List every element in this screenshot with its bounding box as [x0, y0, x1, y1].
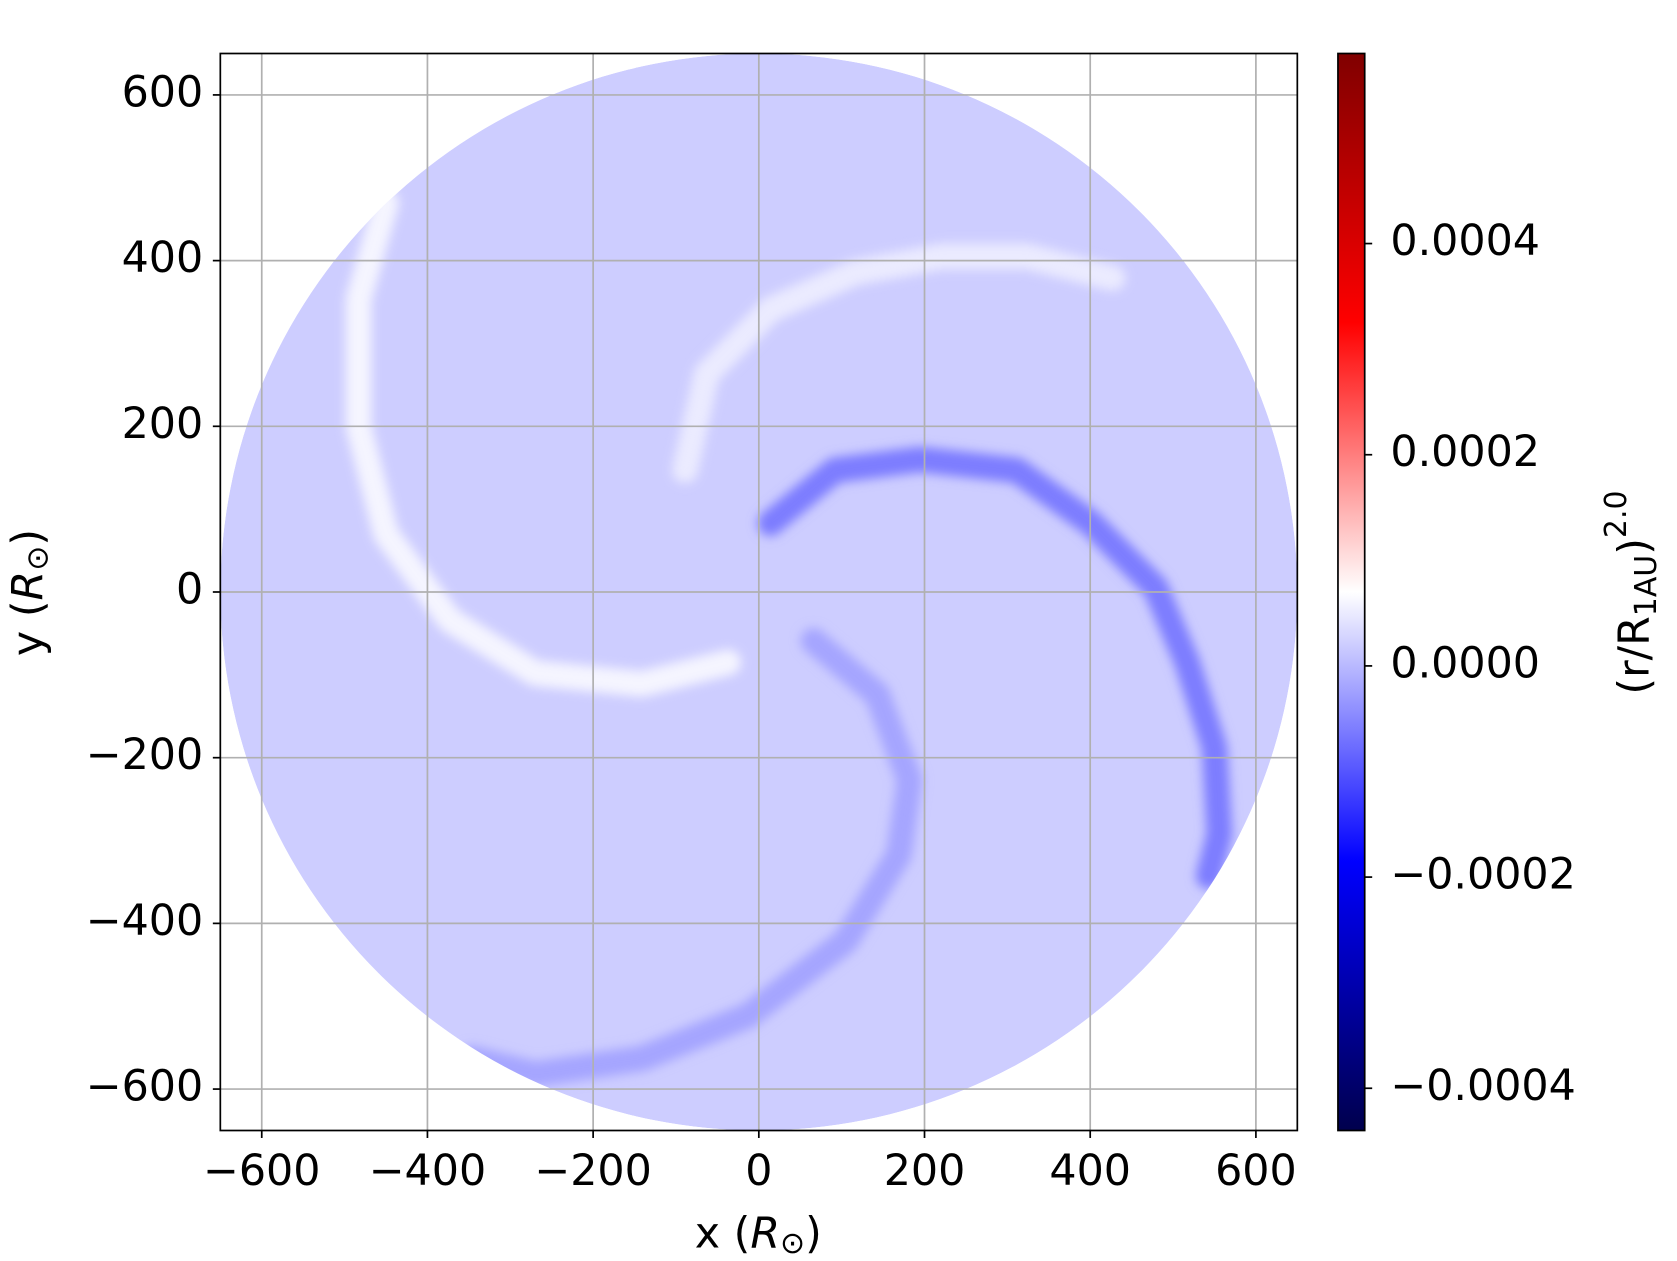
- spiral-arm: [345, 189, 742, 697]
- colorbar-label: (r/R1AU)2.0: [1599, 490, 1664, 694]
- y-tick-label: −200: [86, 730, 203, 780]
- x-tick-label: 600: [1215, 1146, 1297, 1196]
- y-tick-label: 200: [122, 399, 204, 449]
- spiral-arm: [458, 628, 923, 1088]
- y-tick-label: 400: [122, 233, 204, 283]
- y-axis-label: y (R⊙): [2, 529, 55, 656]
- y-tick-label: −400: [86, 896, 203, 946]
- y-tick-label: 600: [122, 67, 204, 117]
- colorbar-tick-label: 0.0002: [1390, 427, 1540, 477]
- x-axis-label: x (R⊙): [695, 1208, 822, 1261]
- x-tick-label: 200: [884, 1146, 966, 1196]
- x-tick-label: −600: [203, 1146, 320, 1196]
- colorbar-tick-label: 0.0000: [1390, 638, 1540, 688]
- x-tick-label: 400: [1049, 1146, 1131, 1196]
- colorbar: [1337, 52, 1366, 1132]
- colorbar-tick-label: −0.0004: [1390, 1061, 1575, 1111]
- x-tick-label: −400: [369, 1146, 486, 1196]
- x-tick-label: −200: [534, 1146, 651, 1196]
- colorbar-tick-label: 0.0004: [1390, 216, 1540, 266]
- y-tick-label: −600: [86, 1062, 203, 1112]
- colorbar-tick-label: −0.0002: [1390, 850, 1575, 900]
- y-tick-label: 0: [176, 564, 203, 614]
- spiral-arm: [757, 446, 1233, 889]
- spiral-arm: [672, 243, 1126, 484]
- x-tick-label: 0: [745, 1146, 772, 1196]
